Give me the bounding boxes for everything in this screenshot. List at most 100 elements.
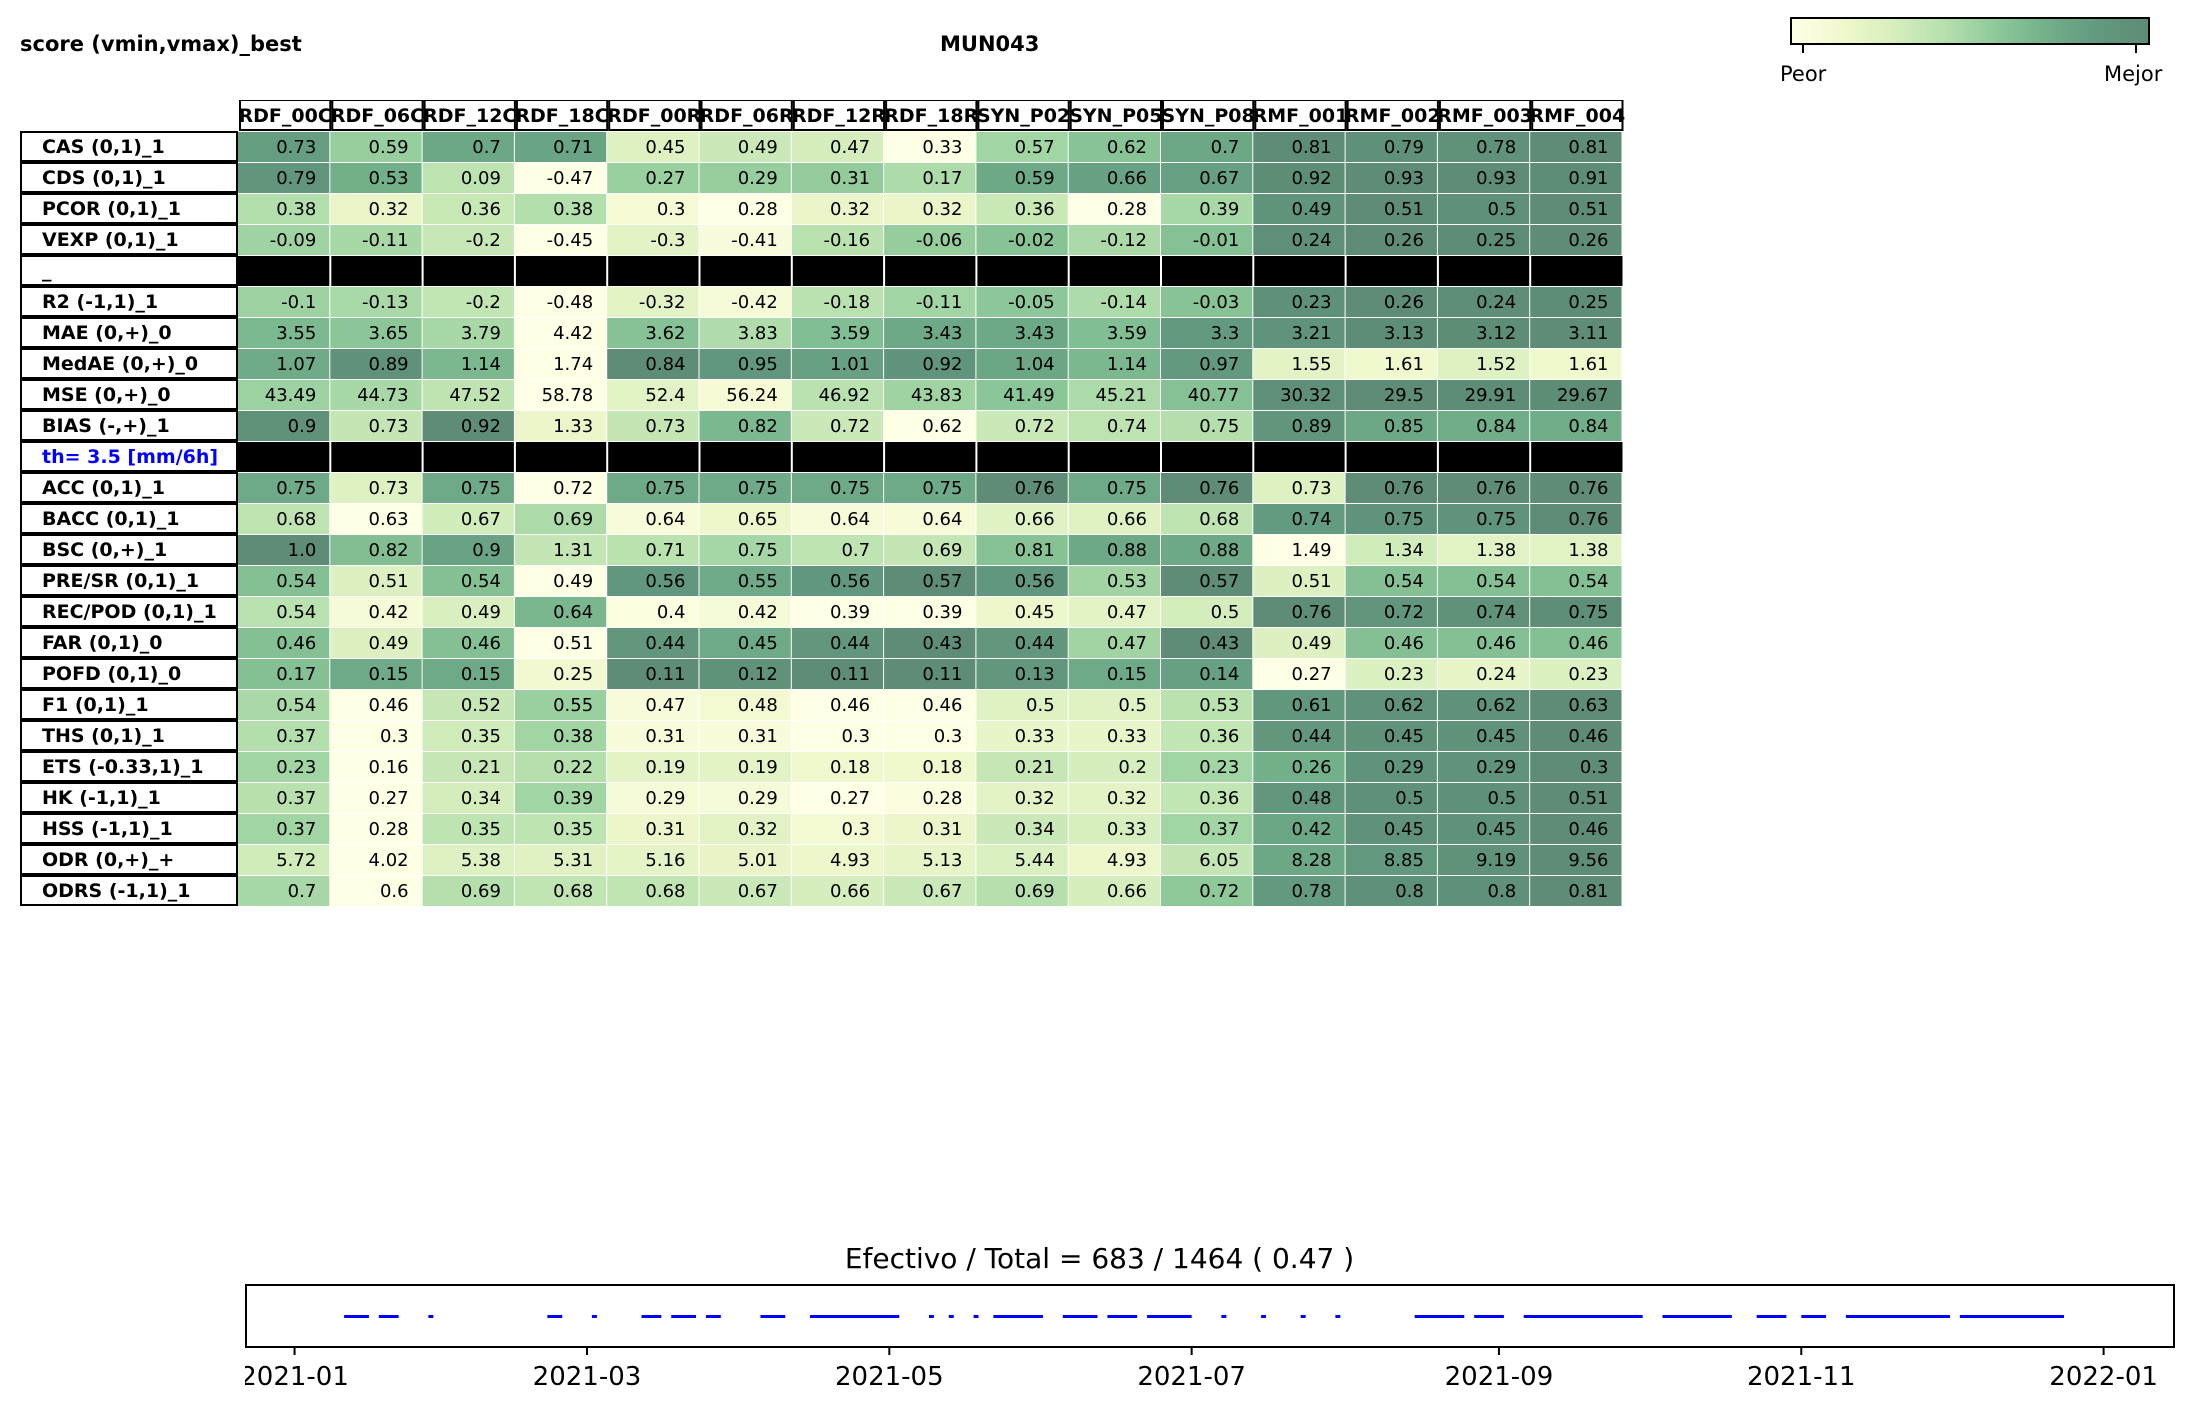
cell-value: 0.72	[830, 416, 870, 437]
heatmap-cell	[791, 163, 884, 193]
availability-segment	[641, 1315, 662, 1318]
heatmap-cell	[1068, 845, 1160, 875]
cell-value: -0.11	[916, 292, 963, 313]
heatmap-cell	[791, 814, 884, 844]
row-label-box	[20, 255, 238, 286]
heatmap-cell	[791, 380, 884, 410]
column-header: RDF_06C	[331, 105, 424, 127]
heatmap-cell	[1161, 318, 1253, 348]
cell-value: 0.47	[830, 137, 870, 158]
heatmap-cell	[699, 318, 791, 348]
cell-value: 0.75	[830, 478, 870, 499]
heatmap-cell	[1068, 814, 1160, 844]
cell-value: 5.16	[645, 850, 685, 871]
cell-value: 0.93	[1384, 168, 1424, 189]
cell-value: 0.47	[1107, 633, 1147, 654]
cell-value: 0.76	[1568, 509, 1608, 530]
cell-value: 0.67	[922, 881, 962, 902]
separator-gap	[606, 256, 609, 286]
cell-value: 0.62	[922, 416, 962, 437]
heatmap-cell	[1161, 225, 1253, 255]
cell-value: 0.31	[645, 819, 685, 840]
cell-value: 0.66	[1107, 168, 1147, 189]
colorbar-tick-high	[2135, 45, 2137, 53]
heatmap-cell	[1253, 225, 1345, 255]
availability-segment	[378, 1315, 399, 1318]
heatmap-cell	[1530, 504, 1622, 534]
heatmap-cell	[1437, 194, 1530, 224]
heatmap-cell	[238, 504, 330, 534]
heatmap-cell	[1161, 194, 1253, 224]
heatmap-cell	[791, 659, 884, 689]
heatmap-cell	[791, 287, 884, 317]
separator-gap	[421, 442, 424, 472]
cell-value: 0.49	[461, 602, 501, 623]
cell-value: 0.7	[288, 881, 317, 902]
heatmap-cell	[607, 690, 699, 720]
heatmap-cell	[1345, 597, 1437, 627]
timeline-tick-label: 2021-07	[1137, 1362, 1246, 1392]
cell-value: 0.57	[1015, 137, 1055, 158]
heatmap-cell	[1253, 783, 1345, 813]
heatmap-cell	[1437, 504, 1530, 534]
heatmap-cell	[330, 566, 422, 596]
heatmap-cell	[514, 380, 607, 410]
row-label-box	[20, 162, 238, 193]
cell-value: 0.24	[1292, 230, 1332, 251]
heatmap-cell	[1530, 163, 1622, 193]
heatmap-cell	[238, 721, 330, 751]
heatmap-cell	[514, 194, 607, 224]
heatmap-cell	[1161, 473, 1253, 503]
heatmap-cell	[238, 411, 330, 441]
cell-value: 41.49	[1003, 385, 1055, 406]
cell-value: 0.75	[276, 478, 316, 499]
column-header: RDF_00C	[239, 105, 332, 127]
cell-value: 1.04	[1015, 354, 1055, 375]
cell-value: 0.34	[1015, 819, 1055, 840]
cell-value: 0.95	[738, 354, 778, 375]
separator-bar	[238, 442, 1623, 472]
cell-value: -0.2	[466, 230, 501, 251]
cell-value: 0.75	[461, 478, 501, 499]
heatmap-cell	[422, 132, 514, 162]
heatmap-cell	[514, 535, 607, 565]
cell-value: 0.23	[1384, 664, 1424, 685]
heatmap-cell	[1530, 597, 1622, 627]
cell-value: 0.38	[553, 726, 593, 747]
row-label-box	[20, 131, 238, 162]
heatmap-cell	[884, 194, 976, 224]
heatmap-cell	[1437, 597, 1530, 627]
heatmap-cell	[884, 721, 976, 751]
heatmap-cell	[422, 814, 514, 844]
heatmap-cell	[330, 194, 422, 224]
heatmap-cell	[514, 659, 607, 689]
timeline-tick-label: 2021-09	[1445, 1362, 1554, 1392]
heatmap-cell	[607, 752, 699, 782]
heatmap-cell	[1253, 163, 1345, 193]
cell-value: 0.5	[1118, 695, 1147, 716]
cell-value: 5.01	[738, 850, 778, 871]
availability-segment	[705, 1315, 721, 1318]
heatmap-cell	[1530, 752, 1622, 782]
heatmap-cell	[514, 411, 607, 441]
heatmap-cell	[884, 628, 976, 658]
separator-gap	[698, 442, 701, 472]
row-label: HSS (-1,1)_1	[42, 818, 173, 840]
cell-value: 0.5	[1395, 788, 1424, 809]
cell-value: 0.46	[276, 633, 316, 654]
availability-segment	[1474, 1315, 1504, 1318]
cell-value: -0.01	[1193, 230, 1240, 251]
heatmap-cell	[1345, 721, 1437, 751]
heatmap-cell	[1253, 876, 1345, 906]
cell-value: 0.5	[1211, 602, 1240, 623]
cell-value: 0.54	[276, 571, 316, 592]
heatmap-cell	[422, 659, 514, 689]
row-label-box	[20, 379, 238, 410]
cell-value: 0.3	[380, 726, 409, 747]
heatmap-cell	[1161, 566, 1253, 596]
heatmap-cell	[238, 163, 330, 193]
heatmap-cell	[1437, 132, 1530, 162]
heatmap-cell	[1345, 411, 1437, 441]
cell-value: 0.37	[276, 726, 316, 747]
cell-value: 0.54	[276, 695, 316, 716]
